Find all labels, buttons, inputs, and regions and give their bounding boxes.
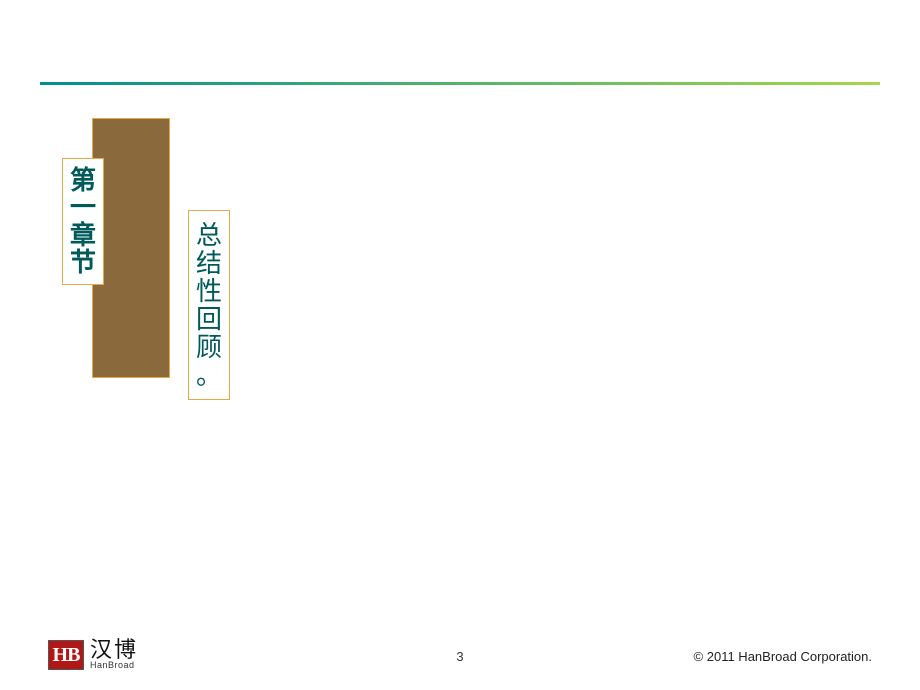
chapter-char: 一 bbox=[69, 194, 97, 221]
logo-cn: 汉博 bbox=[90, 639, 138, 661]
subtitle-char: 性 bbox=[195, 277, 223, 305]
subtitle-char: 回 bbox=[195, 305, 223, 333]
copyright: © 2011 HanBroad Corporation. bbox=[694, 649, 872, 664]
chapter-char: 章 bbox=[69, 222, 97, 249]
subtitle-char: 结 bbox=[195, 249, 223, 277]
top-divider bbox=[40, 82, 880, 85]
chapter-char: 第 bbox=[69, 167, 97, 194]
chapter-char: 节 bbox=[69, 249, 97, 276]
subtitle-char: 总 bbox=[195, 221, 223, 249]
logo-mark: HB bbox=[48, 640, 84, 670]
logo: HB 汉博 HanBroad bbox=[48, 639, 138, 670]
logo-en: HanBroad bbox=[90, 661, 138, 670]
subtitle-char: 。 bbox=[195, 361, 223, 389]
page-number: 3 bbox=[456, 649, 463, 664]
subtitle-char: 顾 bbox=[195, 333, 223, 361]
chapter-title-box: 第 一 章 节 bbox=[62, 158, 104, 285]
subtitle-box: 总 结 性 回 顾 。 bbox=[188, 210, 230, 400]
logo-text: 汉博 HanBroad bbox=[90, 639, 138, 670]
footer: HB 汉博 HanBroad 3 © 2011 HanBroad Corpora… bbox=[0, 630, 920, 670]
